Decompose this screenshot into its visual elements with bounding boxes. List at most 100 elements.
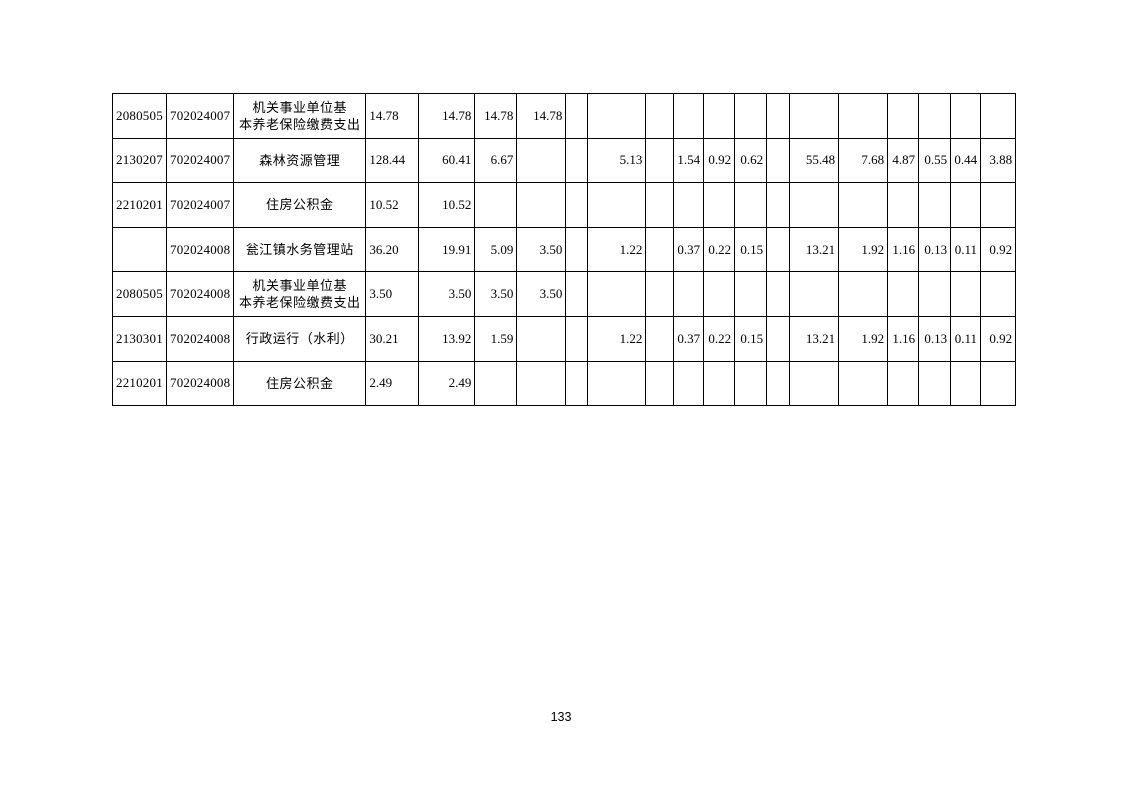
item-name-cell: 瓮江镇水务管理站 (233, 226, 367, 273)
amount-cell (950, 271, 982, 317)
amount-cell (980, 182, 1017, 228)
amount-cell (887, 93, 920, 139)
amount-cell (565, 315, 589, 362)
subject-code-cell: 2080505 (112, 271, 167, 317)
item-name-cell: 机关事业单位基 本养老保险缴费支出 (233, 271, 367, 317)
amount-cell: 0.92 (980, 226, 1017, 273)
amount-cell (703, 182, 736, 228)
amount-cell: 1.59 (474, 315, 518, 362)
page-number: 133 (550, 710, 572, 724)
amount-cell (918, 360, 952, 407)
amount-cell (887, 271, 920, 317)
amount-cell: 2.49 (365, 360, 420, 407)
unit-code-cell: 702024008 (165, 360, 235, 407)
amount-cell (474, 182, 518, 228)
amount-cell (789, 360, 840, 407)
amount-cell (645, 93, 675, 139)
amount-cell (734, 93, 768, 139)
amount-cell (645, 137, 675, 184)
amount-cell: 1.92 (838, 226, 889, 273)
amount-cell (980, 271, 1017, 317)
amount-cell (789, 271, 840, 317)
amount-cell: 14.78 (474, 93, 518, 139)
budget-table-body: 2080505 702024007 机关事业单位基 本养老保险缴费支出 14.78 14… (112, 93, 1017, 407)
unit-code-cell: 702024008 (165, 271, 235, 317)
amount-cell (645, 226, 675, 273)
amount-cell: 3.50 (365, 271, 420, 317)
amount-cell (838, 93, 889, 139)
amount-cell (703, 93, 736, 139)
amount-cell (587, 182, 647, 228)
subject-code-cell: 2210201 (112, 360, 167, 407)
amount-cell: 1.22 (587, 315, 647, 362)
amount-cell: 14.78 (418, 93, 476, 139)
amount-cell: 1.54 (673, 137, 705, 184)
amount-cell (950, 93, 982, 139)
amount-cell: 13.92 (418, 315, 476, 362)
amount-cell: 0.13 (918, 315, 952, 362)
amount-cell: 1.92 (838, 315, 889, 362)
amount-cell (734, 182, 768, 228)
amount-cell: 3.50 (516, 271, 567, 317)
amount-cell: 3.88 (980, 137, 1017, 184)
amount-cell: 30.21 (365, 315, 420, 362)
table-row: 2080505 702024008 机关事业单位基 本养老保险缴费支出 3.50 3.5… (112, 271, 1017, 317)
amount-cell: 60.41 (418, 137, 476, 184)
amount-cell (645, 360, 675, 407)
amount-cell (703, 360, 736, 407)
amount-cell: 6.67 (474, 137, 518, 184)
amount-cell (838, 182, 889, 228)
amount-cell: 10.52 (365, 182, 420, 228)
amount-cell (516, 315, 567, 362)
item-name-cell: 住房公积金 (233, 182, 367, 228)
amount-cell: 0.92 (980, 315, 1017, 362)
table-row: 2210201 702024008 住房公积金 2.49 2.49 (112, 360, 1017, 407)
item-name-cell: 机关事业单位基 本养老保险缴费支出 (233, 93, 367, 139)
item-name-cell: 森林资源管理 (233, 137, 367, 184)
table-row: 2130207 702024007 森林资源管理 128.44 60.41 6.67 5.1… (112, 137, 1017, 184)
item-name-cell: 住房公积金 (233, 360, 367, 407)
amount-cell (565, 360, 589, 407)
amount-cell (565, 226, 589, 273)
amount-cell: 0.15 (734, 315, 768, 362)
amount-cell: 13.21 (789, 315, 840, 362)
subject-code-cell: 2130301 (112, 315, 167, 362)
amount-cell: 7.68 (838, 137, 889, 184)
amount-cell: 19.91 (418, 226, 476, 273)
amount-cell (950, 182, 982, 228)
amount-cell: 0.15 (734, 226, 768, 273)
amount-cell (980, 93, 1017, 139)
amount-cell: 0.37 (673, 226, 705, 273)
amount-cell (645, 182, 675, 228)
table-row: 2130301 702024008 行政运行（水利） 30.21 13.92 1.59 1.… (112, 315, 1017, 362)
amount-cell: 4.87 (887, 137, 920, 184)
amount-cell: 13.21 (789, 226, 840, 273)
amount-cell (918, 271, 952, 317)
amount-cell: 128.44 (365, 137, 420, 184)
amount-cell: 14.78 (365, 93, 420, 139)
amount-cell (766, 93, 791, 139)
amount-cell: 10.52 (418, 182, 476, 228)
unit-code-cell: 702024007 (165, 182, 235, 228)
amount-cell (474, 360, 518, 407)
amount-cell (766, 226, 791, 273)
amount-cell: 0.11 (950, 226, 982, 273)
unit-code-cell: 702024007 (165, 93, 235, 139)
amount-cell (516, 360, 567, 407)
amount-cell (645, 271, 675, 317)
amount-cell: 55.48 (789, 137, 840, 184)
amount-cell (516, 182, 567, 228)
amount-cell (887, 360, 920, 407)
subject-code-cell: 2210201 (112, 182, 167, 228)
amount-cell (980, 360, 1017, 407)
amount-cell (918, 93, 952, 139)
amount-cell (766, 271, 791, 317)
amount-cell: 3.50 (474, 271, 518, 317)
amount-cell (587, 271, 647, 317)
unit-code-cell: 702024008 (165, 226, 235, 273)
amount-cell (673, 182, 705, 228)
amount-cell: 0.92 (703, 137, 736, 184)
budget-table: 2080505 702024007 机关事业单位基 本养老保险缴费支出 14.78 14… (112, 93, 1017, 407)
table-row: 702024008 瓮江镇水务管理站 36.20 19.91 5.09 3.50 1.22 0… (112, 226, 1017, 273)
